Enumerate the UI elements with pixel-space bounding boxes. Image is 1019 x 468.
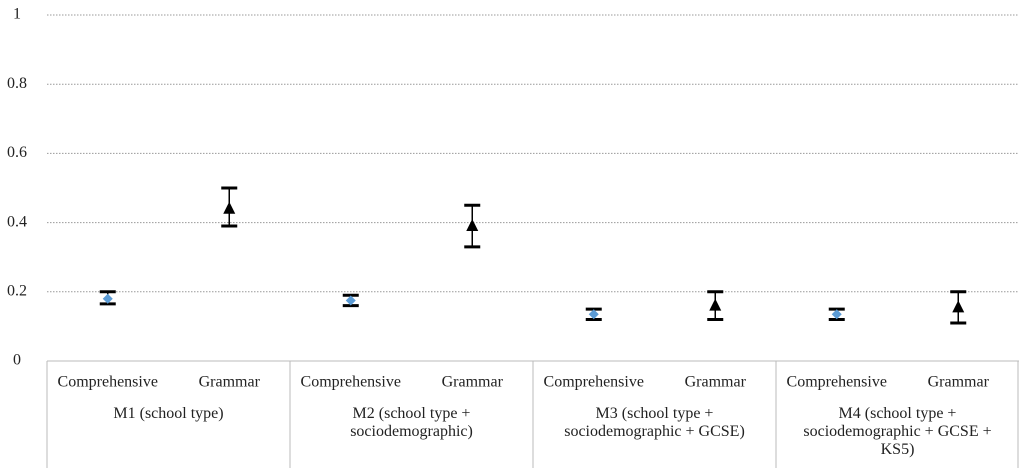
marker — [709, 298, 722, 311]
group-label: M4 (school type + sociodemographic + GCS… — [803, 405, 992, 458]
y-tick-label: 0.4 — [7, 213, 27, 230]
y-tick-label: 0.6 — [7, 144, 27, 161]
x-tick-label: Comprehensive — [58, 374, 158, 391]
x-tick-label: Comprehensive — [301, 374, 401, 391]
x-tick-label: Grammar — [685, 374, 747, 391]
marker — [952, 300, 965, 313]
marker — [466, 219, 479, 232]
group-label: M1 (school type) — [113, 405, 224, 422]
x-tick-label: Comprehensive — [544, 374, 644, 391]
x-tick-label: Grammar — [442, 374, 504, 391]
x-tick-label: Grammar — [928, 374, 990, 391]
x-tick-label: Grammar — [199, 374, 261, 391]
group-label: M3 (school type + sociodemographic + GCS… — [564, 405, 745, 440]
marker — [102, 293, 113, 304]
marker — [223, 201, 236, 214]
y-tick-label: 0.2 — [7, 282, 27, 299]
marker — [588, 309, 599, 320]
y-tick-label: 0.8 — [7, 75, 27, 92]
marker — [831, 309, 842, 320]
group-label: M2 (school type + sociodemographic) — [350, 405, 473, 440]
marker — [345, 295, 356, 306]
x-tick-label: Comprehensive — [787, 374, 887, 391]
y-tick-label: 1 — [13, 6, 21, 23]
y-tick-label: 0 — [13, 352, 21, 369]
